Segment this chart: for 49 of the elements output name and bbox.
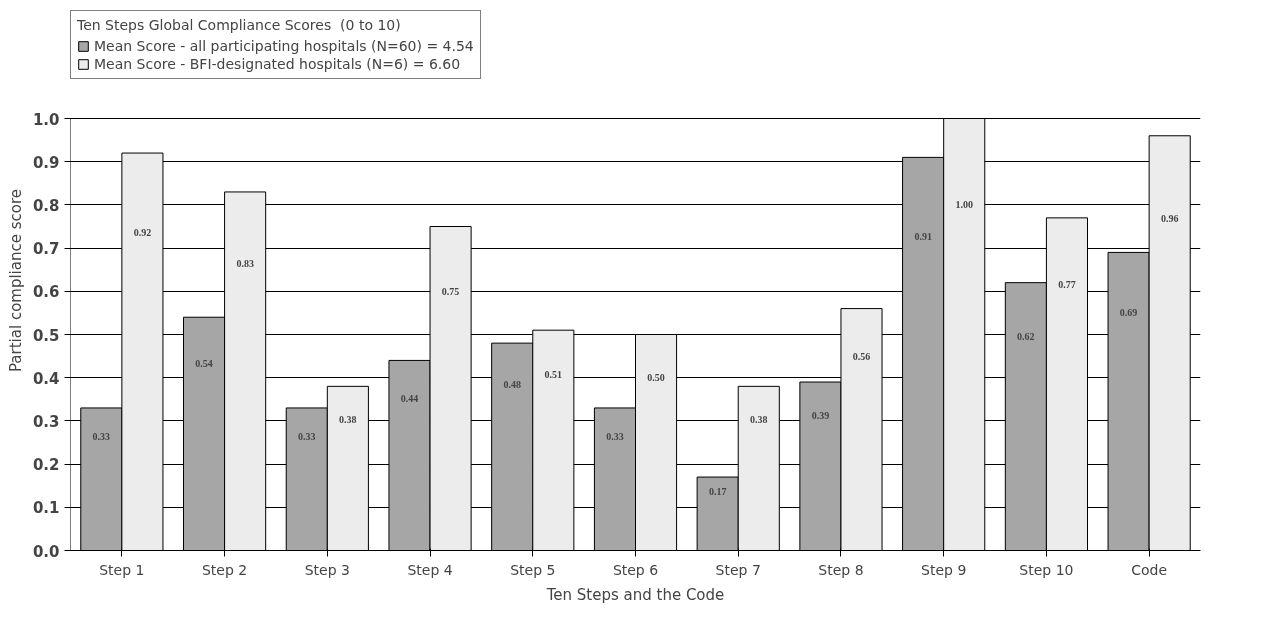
x-tick-label: Step 5	[510, 561, 556, 578]
data-label: 0.44	[400, 392, 419, 404]
legend-title: Ten Steps Global Compliance Scores (0 to 10)	[77, 17, 402, 33]
data-label: 0.17	[708, 486, 727, 498]
data-label: 0.83	[236, 258, 254, 270]
x-tick-label: Step 1	[99, 561, 145, 578]
legend-label: Mean Score - all participating hospitals (N=60) = 4.54	[94, 38, 474, 54]
legend-label: Mean Score - BFI-designated hospitals (N=6) = 6.60	[94, 56, 461, 72]
y-tick-label: 0.7	[32, 240, 60, 259]
data-label: 0.48	[503, 379, 521, 391]
y-axis-title: Partial compliance score	[6, 188, 25, 373]
data-label: 0.33	[92, 430, 111, 442]
data-label: 0.96	[1160, 213, 1179, 225]
y-tick-label: 0.2	[32, 456, 60, 475]
y-tick-label: 0.0	[32, 542, 60, 561]
y-tick-label: 0.4	[32, 369, 60, 388]
x-axis-title: Ten Steps and the Code	[545, 585, 725, 604]
y-tick-label: 0.5	[32, 326, 60, 345]
data-label: 0.50	[647, 372, 665, 384]
x-tick-label: Code	[1131, 561, 1168, 578]
x-tick-label: Step 4	[407, 561, 453, 578]
data-label: 0.33	[606, 430, 624, 442]
data-label: 0.39	[811, 410, 830, 422]
data-label: 0.62	[1017, 330, 1035, 342]
y-tick-label: 0.1	[32, 499, 60, 518]
x-tick-label: Step 6	[612, 561, 659, 578]
data-label: 1.00	[955, 199, 973, 211]
x-tick-label: Step 2	[201, 561, 248, 578]
data-label: 0.51	[544, 368, 563, 380]
data-label: 0.54	[195, 358, 213, 370]
x-tick-label: Step 9	[921, 561, 967, 578]
data-label: 0.75	[441, 285, 460, 297]
y-tick-label: 0.8	[32, 196, 60, 215]
y-tick-label: 0.3	[32, 412, 60, 431]
x-tick-label: Step 10	[1019, 561, 1074, 578]
x-tick-label: Step 8	[818, 561, 864, 578]
y-tick-label: 0.9	[32, 153, 60, 172]
data-label: 0.38	[750, 413, 768, 425]
data-label: 0.77	[1058, 278, 1076, 290]
y-tick-label: 1.0	[32, 110, 60, 129]
x-tick-label: Step 7	[715, 561, 761, 578]
data-label: 0.56	[852, 351, 871, 363]
data-label: 0.91	[914, 230, 932, 242]
data-label: 0.33	[298, 430, 316, 442]
x-tick-label: Step 3	[304, 561, 350, 578]
data-label: 0.38	[339, 413, 357, 425]
data-label: 0.92	[133, 227, 152, 239]
data-label: 0.69	[1119, 306, 1138, 318]
y-tick-label: 0.6	[32, 283, 60, 302]
